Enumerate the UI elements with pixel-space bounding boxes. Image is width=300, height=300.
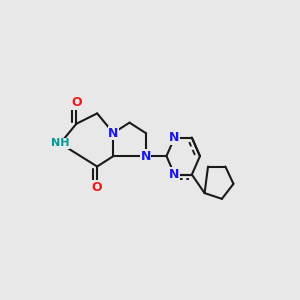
Text: NH: NH — [51, 138, 69, 148]
Text: N: N — [169, 168, 180, 181]
Text: O: O — [71, 97, 82, 110]
Text: N: N — [140, 150, 151, 163]
Text: O: O — [92, 181, 103, 194]
Text: N: N — [169, 131, 180, 144]
Text: N: N — [108, 127, 119, 140]
